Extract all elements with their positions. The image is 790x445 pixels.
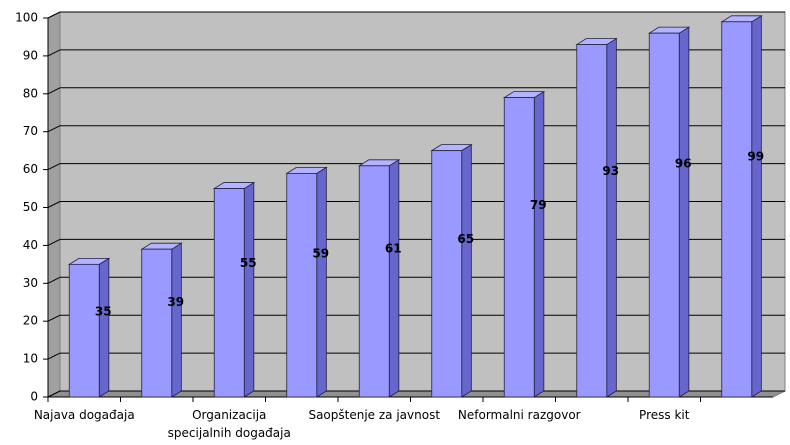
grid-line-side <box>47 163 61 171</box>
grid-line-side <box>47 11 61 19</box>
value-label: 59 <box>312 246 329 260</box>
bar-side <box>171 242 182 398</box>
grid-line-side <box>47 238 61 246</box>
y-tick-label: 80 <box>23 86 38 100</box>
bar-side <box>316 166 327 398</box>
x-tick-label: Najava događaja <box>33 408 135 422</box>
bar <box>141 248 173 398</box>
grid-line-side <box>47 314 61 322</box>
grid-line-side <box>47 125 61 133</box>
grid-line-side <box>47 201 61 208</box>
y-tick-label: 70 <box>23 124 38 138</box>
bar-side <box>98 257 110 398</box>
bar-side <box>388 159 400 398</box>
bar <box>503 97 535 398</box>
grid-line-side <box>47 87 61 95</box>
x-tick-label: Press kit <box>639 408 690 422</box>
bar-side <box>461 143 472 398</box>
value-label: 99 <box>747 149 764 163</box>
grid-line-side <box>47 49 61 57</box>
x-tick-label: Saopštenje za javnost <box>308 408 441 422</box>
value-label: 55 <box>240 256 257 270</box>
y-tick-label: 20 <box>23 314 38 328</box>
bar-side <box>678 26 690 398</box>
y-tick-label: 40 <box>23 238 38 252</box>
bar-side <box>533 90 545 398</box>
y-tick-label: 50 <box>23 200 38 214</box>
y-tick-label: 30 <box>23 276 38 290</box>
x-tick-label: Neformalni razgovor <box>457 408 581 422</box>
bar <box>721 21 753 398</box>
value-label: 39 <box>167 295 184 309</box>
x-tick-label: Organizacija specijalnih događaja <box>167 408 291 440</box>
bar <box>648 32 680 398</box>
bar <box>431 150 463 398</box>
value-label: 79 <box>530 198 547 212</box>
y-tick-label: 100 <box>15 11 38 25</box>
bar <box>576 44 608 398</box>
value-label: 96 <box>675 157 692 171</box>
value-label: 35 <box>95 305 112 319</box>
bar-side <box>243 181 255 398</box>
bar-side <box>751 15 762 398</box>
bar <box>213 188 245 398</box>
grid-line-side <box>47 390 61 398</box>
y-tick-label: 10 <box>23 352 38 366</box>
value-label: 65 <box>457 232 474 246</box>
y-tick-label: 0 <box>30 390 38 404</box>
grid-line-side <box>47 352 61 360</box>
grid-line-side <box>47 276 61 284</box>
y-tick-label: 60 <box>23 162 38 176</box>
bar <box>358 165 390 398</box>
bar <box>286 172 318 398</box>
value-label: 93 <box>602 164 619 178</box>
value-label: 61 <box>385 242 402 256</box>
bar-side <box>606 37 617 398</box>
y-tick-label: 90 <box>23 48 38 62</box>
bar <box>68 263 100 398</box>
